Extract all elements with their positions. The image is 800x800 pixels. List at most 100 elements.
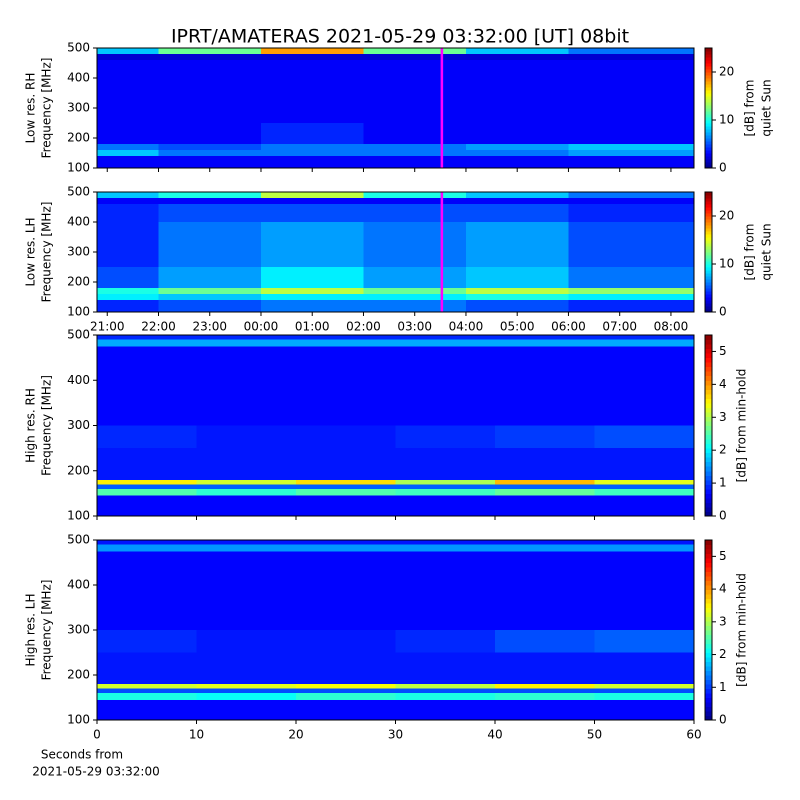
heatmap-cell	[395, 495, 495, 516]
colorbar-step	[705, 297, 712, 301]
heatmap-cell	[495, 699, 595, 720]
colorbar-step	[705, 357, 712, 363]
heatmap-cell	[158, 204, 261, 222]
heatmap-cell	[97, 484, 197, 489]
colorbar-step	[705, 589, 712, 595]
colorbar-step	[705, 679, 712, 685]
heatmap-cell	[97, 540, 197, 545]
colorbar-step	[705, 282, 712, 286]
x-axis-label: Seconds from	[41, 748, 123, 762]
colorbar-step	[705, 117, 712, 121]
colorbar-step	[705, 207, 712, 211]
colorbar-frame	[704, 539, 713, 721]
colorbar-step	[705, 335, 712, 341]
x-tick-label: 40	[487, 728, 502, 742]
heatmap-cell	[196, 699, 296, 720]
colorbar-step	[705, 466, 712, 472]
heatmap-cell	[594, 479, 694, 485]
colorbar-step	[705, 670, 712, 676]
heatmap-cell	[363, 144, 466, 150]
colorbar-step	[705, 706, 712, 712]
heatmap-cell	[465, 156, 569, 168]
colorbar-step	[705, 48, 712, 52]
colorbar-step	[705, 425, 712, 431]
heatmap-cell	[196, 488, 296, 496]
y-axis-label: Frequency [MHz]	[40, 375, 54, 476]
y-tick-label: 300	[67, 623, 90, 637]
heatmap-cell	[568, 48, 694, 54]
colorbar-step	[705, 213, 712, 217]
heatmap-cell	[260, 54, 364, 60]
heatmap-cell	[296, 425, 396, 449]
heatmap-cell	[594, 448, 694, 480]
colorbar-tick-label: 20	[719, 209, 734, 223]
heatmap-cell	[158, 144, 261, 150]
heatmap-cell	[495, 495, 595, 516]
colorbar-step	[705, 105, 712, 109]
y-tick-label: 500	[67, 185, 90, 199]
colorbar-tick-label: 5	[719, 549, 727, 563]
colorbar-step	[705, 267, 712, 271]
heatmap-cell	[594, 544, 694, 552]
x-tick-label: 00:00	[244, 320, 279, 334]
heatmap-cell	[363, 156, 466, 168]
x-tick-label: 06:00	[551, 320, 586, 334]
y-axis-label: High res. LH	[24, 593, 38, 666]
heatmap-cell	[495, 346, 595, 426]
heatmap-cell	[568, 150, 694, 156]
colorbar-step	[705, 420, 712, 426]
colorbar-step	[705, 684, 712, 689]
x-tick-label: 60	[686, 728, 701, 742]
heatmap-cell	[260, 48, 364, 54]
heatmap-cell	[363, 78, 466, 123]
heatmap-cell	[495, 551, 595, 630]
heatmap-cell	[97, 495, 197, 516]
heatmap-cell	[363, 300, 466, 312]
y-axis-label: Low res. LH	[24, 217, 38, 286]
heatmap-cell	[395, 346, 495, 426]
x-tick-label: 21:00	[90, 320, 125, 334]
colorbar-step	[705, 407, 712, 413]
colorbar-step	[705, 389, 712, 395]
heatmap-cell	[260, 150, 364, 156]
y-tick-label: 200	[67, 131, 90, 145]
colorbar-step	[705, 126, 712, 130]
colorbar-step	[705, 129, 712, 133]
colorbar-step	[705, 249, 712, 253]
heatmap-cell	[495, 544, 595, 552]
colorbar-step	[705, 111, 712, 115]
x-tick-label: 04:00	[449, 320, 484, 334]
heatmap-cell	[495, 425, 595, 449]
y-tick-label: 400	[67, 71, 90, 85]
heatmap-cell	[568, 78, 694, 123]
heatmap-cell	[296, 540, 396, 545]
colorbar-tick-label: 3	[719, 614, 727, 628]
y-tick-label: 400	[67, 215, 90, 229]
colorbar-step	[705, 225, 712, 229]
heatmap-cell	[594, 495, 694, 516]
heatmap-cell	[296, 448, 396, 480]
y-tick-label: 200	[67, 275, 90, 289]
heatmap-cell	[296, 684, 396, 689]
heatmap-cell	[196, 479, 296, 485]
heatmap-cell	[363, 198, 466, 204]
colorbar-tick-label: 0	[719, 305, 727, 319]
heatmap-cell	[260, 144, 364, 150]
colorbar-step	[705, 416, 712, 422]
heatmap-cell	[260, 156, 364, 168]
heatmap-cell	[594, 652, 694, 684]
heatmap-cell	[395, 540, 495, 545]
x-tick-label: 10	[189, 728, 204, 742]
colorbar-step	[705, 309, 712, 313]
colorbar-step	[705, 147, 712, 151]
colorbar-step	[705, 288, 712, 292]
colorbar-step	[705, 243, 712, 247]
colorbar-step	[705, 96, 712, 100]
heatmap-cell	[158, 150, 261, 156]
colorbar-step	[705, 90, 712, 94]
heatmap-cell	[97, 479, 197, 485]
y-tick-label: 300	[67, 245, 90, 259]
heatmap-cell	[395, 699, 495, 720]
y-tick-label: 200	[67, 463, 90, 477]
heatmap-cell	[495, 652, 595, 684]
